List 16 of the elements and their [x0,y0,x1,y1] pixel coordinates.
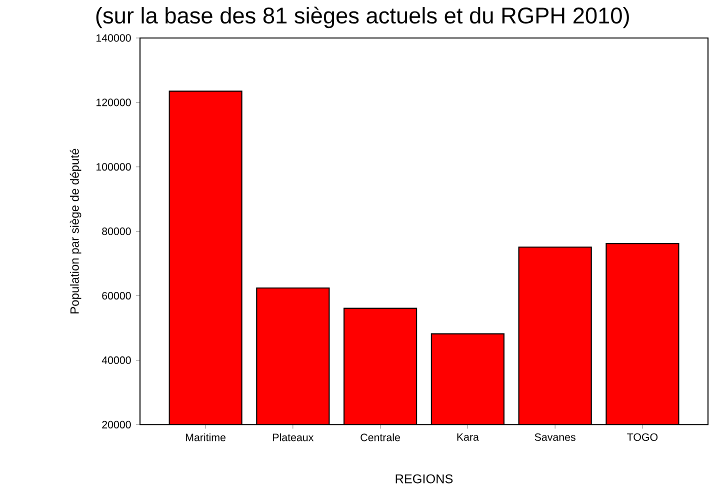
x-tick-label: Kara [457,433,479,441]
y-tick-label: 120000 [96,98,131,106]
chart-title: (sur la base des 81 sièges actuels et du RGPH 2010) [96,6,629,28]
y-axis-title: Population par siège de député [70,148,82,314]
x-axis-title: REGIONS [396,474,453,484]
y-tick-label: 100000 [96,163,131,171]
x-tick-label: Plateaux [273,433,314,442]
x-tick-label: Centrale [360,433,400,442]
y-tick-label: 80000 [102,228,131,236]
x-tick-label: Savanes [534,433,576,441]
x-tick-label: Maritime [186,433,226,442]
y-tick-label: 20000 [102,420,131,428]
y-tick-label: 60000 [102,292,131,300]
x-tick-label: TOGO [627,433,658,441]
y-tick-label: 140000 [96,34,131,42]
y-tick-label: 40000 [102,356,131,364]
